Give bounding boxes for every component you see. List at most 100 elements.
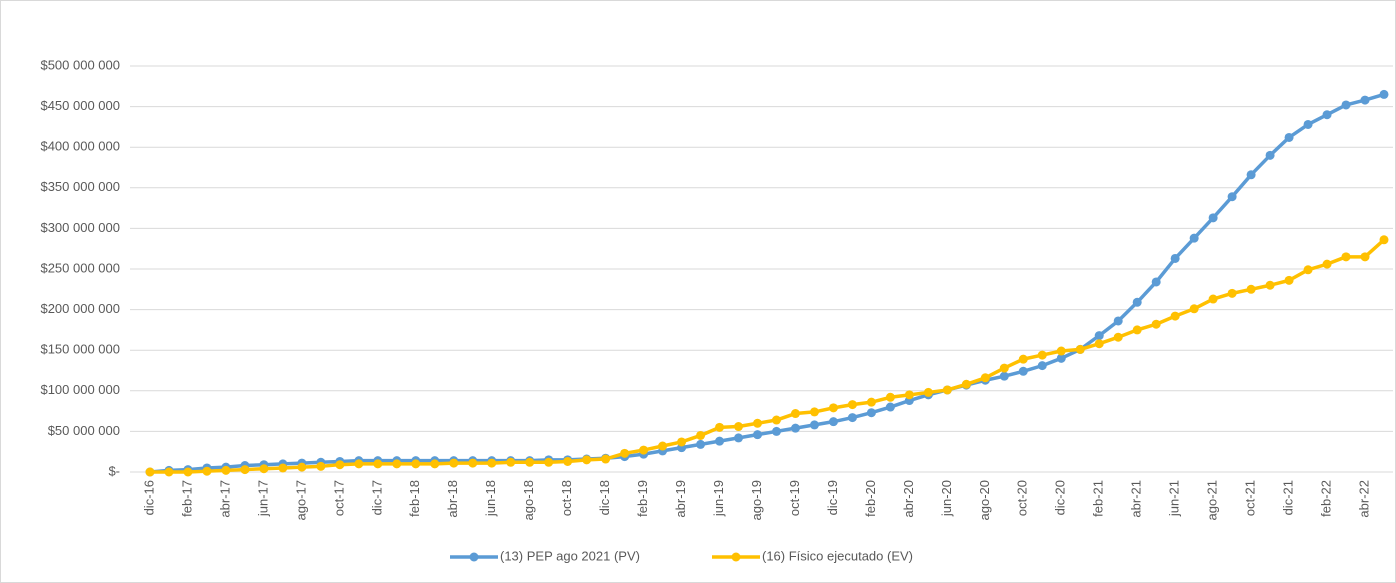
data-point (734, 433, 744, 443)
data-point (923, 387, 933, 397)
data-point (658, 441, 668, 451)
data-point (183, 467, 193, 477)
data-point (1151, 319, 1161, 329)
data-point (771, 415, 781, 425)
x-tick-label: feb-17 (179, 480, 194, 517)
data-point (601, 454, 611, 464)
legend-label: (16) Físico ejecutado (EV) (762, 548, 913, 563)
x-tick-label: abr-18 (445, 480, 460, 518)
x-tick-label: jun-19 (711, 480, 726, 517)
y-tick-label: $300 000 000 (40, 220, 120, 235)
data-point (1322, 110, 1332, 120)
data-point (278, 463, 288, 473)
x-tick-label: ago-18 (521, 480, 536, 520)
data-point (1284, 275, 1294, 285)
x-tick-label: dic-20 (1053, 480, 1068, 515)
data-point (790, 409, 800, 419)
x-tick-label: feb-19 (635, 480, 650, 517)
data-point (1227, 288, 1237, 298)
data-point (620, 448, 630, 458)
data-point (1094, 331, 1104, 341)
data-point (771, 426, 781, 436)
data-point (1265, 280, 1275, 290)
y-tick-label: $- (108, 463, 120, 478)
x-tick-label: feb-21 (1091, 480, 1106, 517)
data-point (297, 462, 307, 472)
x-tick-label: dic-17 (369, 480, 384, 515)
data-point (639, 445, 649, 455)
data-point (1341, 100, 1351, 110)
data-point (354, 459, 364, 469)
x-tick-label: ago-19 (749, 480, 764, 520)
data-point (316, 461, 326, 471)
data-point (145, 467, 155, 477)
data-point (1037, 350, 1047, 360)
data-point (847, 400, 857, 410)
data-point (1379, 235, 1389, 245)
y-tick-label: $100 000 000 (40, 382, 120, 397)
data-point (1303, 265, 1313, 275)
data-point (487, 458, 497, 468)
data-point (866, 408, 876, 418)
data-point (1018, 366, 1028, 376)
data-point (1303, 119, 1313, 129)
data-point (1379, 89, 1389, 99)
data-point (449, 458, 459, 468)
data-point (696, 439, 706, 449)
legend-marker (731, 552, 741, 562)
data-point (1322, 259, 1332, 269)
data-point (1151, 277, 1161, 287)
data-point (1056, 346, 1066, 356)
data-point (164, 467, 174, 477)
data-point (1113, 316, 1123, 326)
data-point (1170, 311, 1180, 321)
x-tick-label: ago-21 (1205, 480, 1220, 520)
x-tick-label: oct-17 (331, 480, 346, 516)
data-point (1265, 150, 1275, 160)
y-tick-label: $50 000 000 (48, 423, 120, 438)
data-point (1208, 294, 1218, 304)
data-point (828, 417, 838, 427)
x-tick-label: feb-18 (407, 480, 422, 517)
x-tick-label: jun-21 (1167, 480, 1182, 517)
x-tick-label: jun-18 (483, 480, 498, 517)
data-point (866, 397, 876, 407)
x-tick-label: abr-21 (1129, 480, 1144, 518)
data-point (544, 457, 554, 467)
data-point (1284, 132, 1294, 142)
x-tick-label: ago-20 (977, 480, 992, 520)
data-point (1246, 284, 1256, 294)
data-point (696, 430, 706, 440)
data-point (563, 456, 573, 466)
data-point (734, 422, 744, 432)
data-point (1075, 344, 1085, 354)
data-point (885, 392, 895, 402)
data-point (677, 437, 687, 447)
x-tick-label: feb-20 (863, 480, 878, 517)
data-point (525, 457, 535, 467)
data-point (1170, 253, 1180, 263)
data-point (809, 420, 819, 430)
data-point (980, 373, 990, 383)
data-point (1094, 339, 1104, 349)
x-tick-label: abr-17 (217, 480, 232, 518)
y-tick-label: $200 000 000 (40, 301, 120, 316)
data-point (221, 465, 231, 475)
x-tick-label: ago-17 (293, 480, 308, 520)
data-point (1227, 192, 1237, 202)
data-point (1360, 252, 1370, 262)
data-point (753, 418, 763, 428)
x-tick-label: dic-18 (597, 480, 612, 515)
x-tick-label: dic-16 (141, 480, 156, 515)
data-point (904, 390, 914, 400)
data-point (828, 403, 838, 413)
data-point (259, 464, 269, 474)
data-point (1113, 332, 1123, 342)
data-point (240, 465, 250, 475)
data-point (430, 459, 440, 469)
data-point (506, 457, 516, 467)
data-point (1189, 304, 1199, 314)
data-point (335, 460, 345, 470)
